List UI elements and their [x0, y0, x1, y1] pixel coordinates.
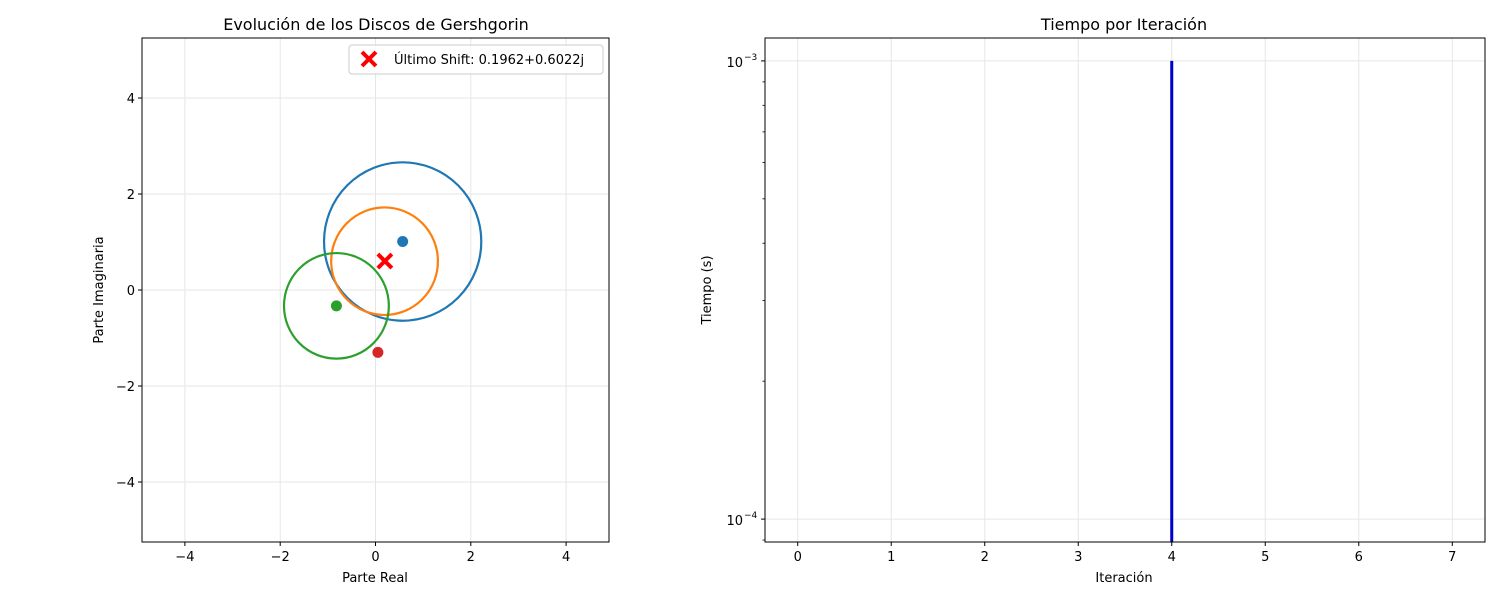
- gershgorin-disc: [322, 161, 483, 322]
- right-x-tick-label: 6: [1355, 550, 1363, 565]
- time-chart: Tiempo por Iteración 0 1 2 3 4 5 6 710−410−3 It…: [700, 15, 1486, 586]
- gershgorin-chart: Evolución de los Discos de Gershgorin −4…: [92, 15, 610, 586]
- left-plot-area: [282, 161, 483, 360]
- right-y-axis-label: Tiempo (s): [700, 255, 715, 325]
- left-ticks: −4 −2 0 2 4 −4 −2 0 2 4: [116, 92, 570, 565]
- right-y-tick-exponent: −4: [744, 511, 758, 521]
- right-x-tick-label: 0: [794, 550, 802, 565]
- right-ticks: 0 1 2 3 4 5 6 710−410−3: [726, 53, 1456, 565]
- left-y-tick-label: 2: [127, 188, 135, 203]
- right-x-tick-label: 2: [981, 550, 989, 565]
- right-y-tick-exponent: −3: [744, 53, 757, 63]
- shift-marker-x-icon: [376, 252, 394, 270]
- right-x-tick-label: 4: [1168, 550, 1176, 565]
- eigenvalue-point: [397, 236, 409, 248]
- right-x-tick-label: 7: [1448, 550, 1456, 565]
- left-y-tick-label: −4: [116, 476, 135, 491]
- legend: Último Shift: 0.1962+0.6022j: [348, 44, 604, 75]
- legend-label: Último Shift: 0.1962+0.6022j: [394, 52, 584, 68]
- right-x-axis-label: Iteración: [1095, 571, 1152, 586]
- gershgorin-disc: [330, 206, 440, 317]
- legend-marker-x-icon: [360, 50, 378, 68]
- right-x-tick-label: 5: [1261, 550, 1269, 565]
- left-x-tick-label: 0: [371, 550, 379, 565]
- right-x-tick-label: 1: [887, 550, 895, 565]
- right-grid: [765, 38, 1485, 542]
- left-y-tick-label: −2: [116, 380, 135, 395]
- right-x-tick-label: 3: [1074, 550, 1082, 565]
- right-axes-frame: [764, 37, 1486, 543]
- right-y-tick-label: 10: [726, 56, 743, 71]
- left-x-tick-label: 2: [467, 550, 475, 565]
- left-chart-title: Evolución de los Discos de Gershgorin: [223, 15, 529, 34]
- eigenvalue-point: [330, 300, 342, 312]
- left-x-axis-label: Parte Real: [342, 571, 408, 586]
- left-y-axis-label: Parte Imaginaria: [92, 236, 107, 343]
- gershgorin-disc: [282, 251, 390, 360]
- legend-box: [348, 44, 604, 75]
- left-y-tick-label: 4: [127, 92, 135, 107]
- left-x-tick-label: −2: [271, 550, 290, 565]
- left-grid: [142, 38, 609, 542]
- right-y-tick-label: 10: [726, 514, 743, 529]
- left-y-tick-label: 0: [127, 284, 135, 299]
- left-x-tick-label: −4: [175, 550, 194, 565]
- right-chart-title: Tiempo por Iteración: [1040, 15, 1207, 34]
- left-x-tick-label: 4: [562, 550, 570, 565]
- eigenvalue-point: [372, 346, 384, 358]
